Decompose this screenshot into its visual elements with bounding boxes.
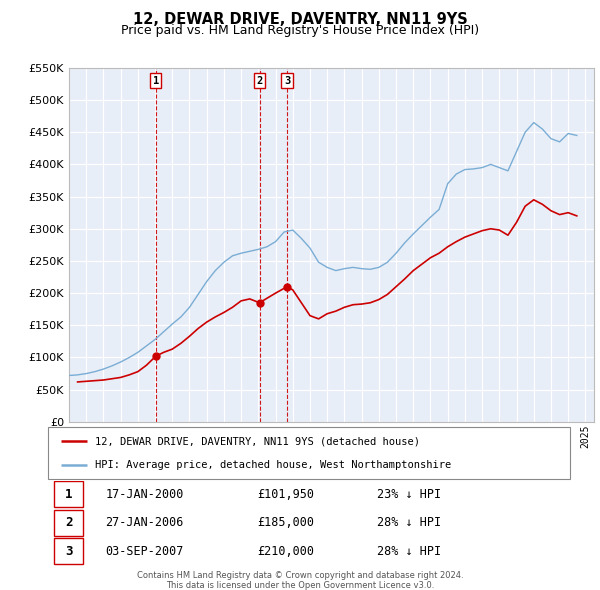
Text: 3: 3 — [65, 545, 73, 558]
Text: 28% ↓ HPI: 28% ↓ HPI — [377, 516, 441, 529]
Text: 28% ↓ HPI: 28% ↓ HPI — [377, 545, 441, 558]
Text: 23% ↓ HPI: 23% ↓ HPI — [377, 488, 441, 501]
Text: 17-JAN-2000: 17-JAN-2000 — [106, 488, 184, 501]
Text: £185,000: £185,000 — [257, 516, 314, 529]
Text: Price paid vs. HM Land Registry's House Price Index (HPI): Price paid vs. HM Land Registry's House … — [121, 24, 479, 37]
Text: 12, DEWAR DRIVE, DAVENTRY, NN11 9YS (detached house): 12, DEWAR DRIVE, DAVENTRY, NN11 9YS (det… — [95, 436, 420, 446]
Text: £210,000: £210,000 — [257, 545, 314, 558]
Text: 3: 3 — [284, 76, 290, 86]
FancyBboxPatch shape — [54, 539, 83, 564]
Text: £101,950: £101,950 — [257, 488, 314, 501]
Text: 12, DEWAR DRIVE, DAVENTRY, NN11 9YS: 12, DEWAR DRIVE, DAVENTRY, NN11 9YS — [133, 12, 467, 27]
FancyBboxPatch shape — [54, 510, 83, 536]
Text: HPI: Average price, detached house, West Northamptonshire: HPI: Average price, detached house, West… — [95, 460, 451, 470]
Text: 03-SEP-2007: 03-SEP-2007 — [106, 545, 184, 558]
Text: 2: 2 — [65, 516, 73, 529]
Text: 1: 1 — [152, 76, 159, 86]
Text: 27-JAN-2006: 27-JAN-2006 — [106, 516, 184, 529]
Text: This data is licensed under the Open Government Licence v3.0.: This data is licensed under the Open Gov… — [166, 581, 434, 590]
Text: Contains HM Land Registry data © Crown copyright and database right 2024.: Contains HM Land Registry data © Crown c… — [137, 571, 463, 581]
Text: 2: 2 — [256, 76, 263, 86]
Text: 1: 1 — [65, 488, 73, 501]
FancyBboxPatch shape — [54, 481, 83, 507]
